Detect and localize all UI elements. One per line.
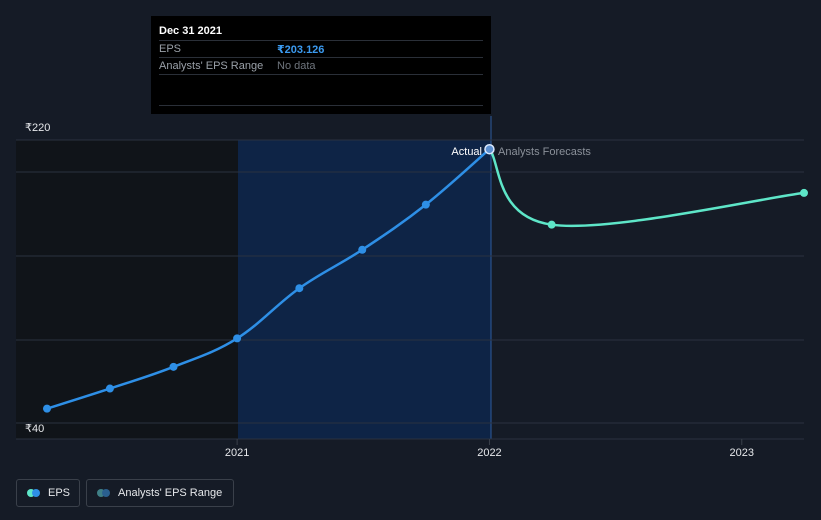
legend-eps-button[interactable]: EPS: [16, 479, 80, 507]
tooltip-eps-label: EPS: [159, 43, 182, 55]
x-axis-ticks: 2021 2022 2023: [225, 439, 754, 459]
forecast-point: [800, 188, 808, 197]
forecast-line: [488, 147, 806, 228]
past-shade: [16, 140, 238, 439]
forecast-label: Analysts Forecasts: [498, 146, 591, 158]
legend-range-label: Analysts' EPS Range: [118, 487, 223, 499]
forecast-point: [547, 220, 556, 229]
legend-range-button[interactable]: Analysts' EPS Range: [86, 479, 234, 507]
actual-label: Actual: [451, 146, 482, 158]
gridlines: [16, 139, 804, 440]
actual-point: [358, 245, 367, 254]
legend-eps-label: EPS: [48, 487, 71, 499]
actual-point: [169, 362, 178, 371]
series: [43, 143, 808, 413]
x-tick-label: 2022: [477, 447, 501, 459]
tooltip-date: Dec 31 2021: [159, 25, 222, 37]
actual-point: [295, 284, 304, 293]
y-tick-label: ₹220: [25, 122, 50, 134]
tooltip-range-label: Analysts' EPS Range: [159, 60, 264, 72]
tooltip-row-range: Analysts' EPS Range No data: [159, 57, 483, 75]
tooltip-range-value: No data: [277, 60, 316, 72]
eps-legend-icon: [27, 489, 40, 497]
selected-point: [484, 143, 495, 155]
x-tick-label: 2021: [225, 447, 249, 459]
eps-chart: 2021 2022 2023 ₹220 ₹40 Actual Analysts For…: [16, 116, 808, 459]
range-legend-icon: [97, 489, 110, 497]
actual-point: [233, 334, 242, 343]
highlight-region: [238, 140, 491, 439]
y-tick-label: ₹40: [25, 423, 44, 435]
x-tick-label: 2023: [730, 447, 754, 459]
tooltip-row-eps: EPS ₹203.126: [159, 40, 483, 58]
actual-point: [105, 384, 114, 393]
actual-point: [43, 404, 51, 413]
tooltip: Dec 31 2021 EPS ₹203.126 Analysts' EPS R…: [151, 16, 491, 114]
actual-point: [421, 200, 430, 209]
tooltip-eps-value: ₹203.126: [277, 44, 325, 56]
tooltip-spacer: [159, 74, 483, 106]
y-axis-ticks: ₹220 ₹40: [25, 122, 50, 435]
